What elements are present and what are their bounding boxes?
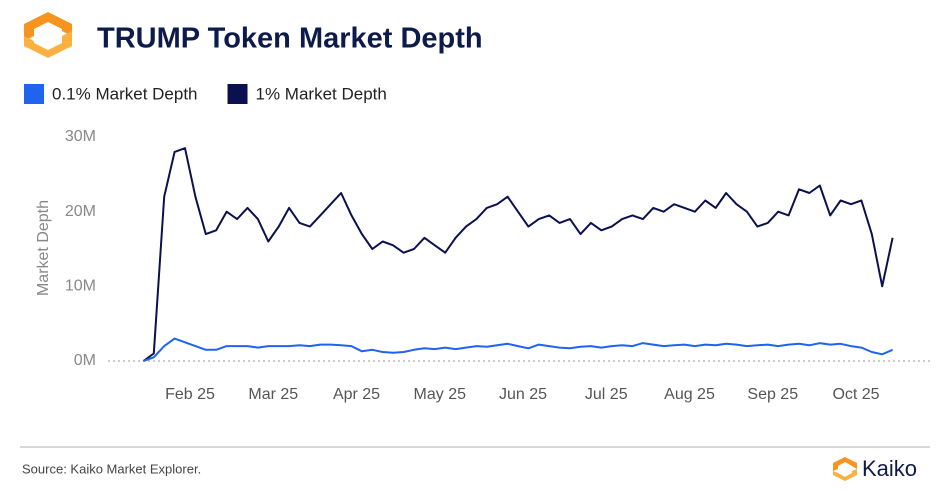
legend-label: 1% Market Depth: [256, 84, 387, 103]
y-tick-label: 30M: [65, 128, 96, 145]
y-tick-label: 0M: [74, 352, 96, 369]
x-tick-label: Sep 25: [747, 386, 798, 403]
brand-logo: [833, 457, 857, 481]
x-tick-label: Oct 25: [832, 386, 879, 403]
legend-label: 0.1% Market Depth: [52, 84, 198, 103]
logo: [24, 12, 72, 58]
x-tick-label: Feb 25: [165, 386, 215, 403]
series-line: [143, 337, 893, 362]
x-tick-label: Jul 25: [585, 386, 628, 403]
x-tick-label: Apr 25: [333, 386, 380, 403]
x-tick-label: Jun 25: [499, 386, 547, 403]
x-tick-label: Mar 25: [248, 386, 298, 403]
y-axis-label: Market Depth: [35, 200, 52, 296]
x-tick-label: Aug 25: [664, 386, 715, 403]
legend-swatch: [227, 84, 248, 104]
legend: 0.1% Market Depth 1% Market Depth: [24, 84, 387, 104]
source: Source: Kaiko Market Explorer.: [22, 461, 201, 476]
y-tick-label: 20M: [65, 203, 96, 220]
series-line: [142, 147, 894, 362]
x-tick-label: May 25: [414, 386, 467, 403]
legend-swatch: [24, 84, 44, 104]
y-tick-label: 10M: [65, 278, 96, 295]
brand: Kaiko: [862, 456, 917, 481]
chart-title: TRUMP Token Market Depth: [97, 23, 483, 55]
